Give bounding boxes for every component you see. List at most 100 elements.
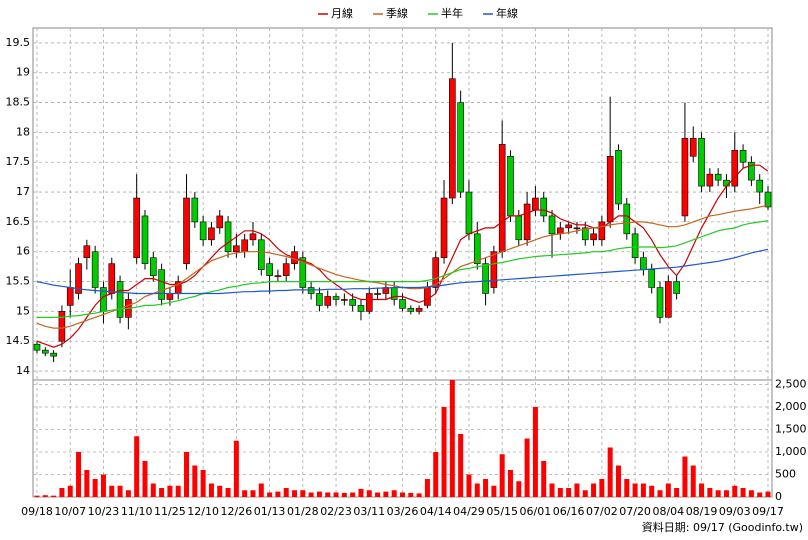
legend-label: 半年 [441,6,463,20]
x-tick-label: 11/25 [154,505,186,518]
candle-body [449,78,456,199]
candle-body [673,281,680,294]
candle-body [748,161,755,181]
volume-bar [233,440,239,497]
volume-bar [607,447,613,497]
x-tick-label: 12/26 [221,505,253,518]
candle-body [365,293,373,312]
candle-body [424,287,431,306]
volume-bar [350,492,356,497]
x-tick-label: 03/26 [387,505,419,518]
volume-bar [765,491,771,497]
volume-bar [76,452,82,497]
y-tick-label: 17 [16,185,30,198]
candle-body [316,293,323,306]
volume-bar [250,490,256,497]
volume-bar [424,479,430,497]
candle-body [482,263,489,294]
candle-body [83,245,91,258]
volume-bar [258,483,264,497]
volume-bar [582,490,588,497]
y-tick-label: 16.5 [6,215,31,228]
x-tick-label: 07/02 [586,505,618,518]
volume-bar [657,490,663,497]
volume-bar [748,490,754,497]
volume-bar [375,492,381,497]
x-tick-label: 06/16 [553,505,585,518]
candle-body [399,299,406,309]
candle-body [349,299,356,306]
candle-body [640,257,647,270]
volume-bar [225,488,231,497]
volume-bar [184,452,190,497]
x-tick-label: 05/15 [486,505,518,518]
y-tick-label: 18.5 [6,96,31,109]
candle-body [274,275,282,277]
volume-bar [109,485,115,497]
candle-body [133,197,140,258]
candle-body [241,239,248,253]
candle-body [532,197,539,211]
volume-bar [416,493,422,497]
volume-bar [715,490,721,497]
candle-body [631,233,639,258]
y2-tick-label: 500 [775,468,796,481]
volume-bar [483,479,489,497]
volume-bar [740,488,746,497]
candle-body [266,263,273,276]
candle-body [249,233,257,241]
volume-bar [732,485,738,497]
volume-bar [599,479,605,497]
volume-bar [217,485,223,497]
volume-bar [67,485,73,497]
volume-bar [707,488,713,497]
candle-body [332,296,340,300]
volume-bar [615,465,621,497]
volume-bar [300,490,306,497]
volume-bar [433,452,439,497]
volume-bar [283,488,289,497]
volume-bar [557,488,563,497]
volume-bar [59,488,65,497]
candle-body [581,227,589,241]
volume-bar [333,492,339,497]
volume-bar [624,479,630,497]
y-tick-label: 16 [16,245,30,258]
volume-bar [541,461,547,497]
candle-body [523,203,531,241]
candle-body [75,263,82,294]
candle-body [473,233,481,264]
legend-label: 月線 [331,6,353,20]
y2-tick-label: 1,000 [775,445,807,458]
legend-label: 季線 [386,6,408,20]
x-tick-label: 12/10 [187,505,219,518]
x-tick-label: 09/17 [752,505,784,518]
volume-bar [175,485,181,497]
x-tick-label: 10/07 [54,505,86,518]
volume-bar [507,470,513,497]
y-tick-label: 17.5 [6,155,31,168]
candle-body [233,245,240,253]
volume-bar [142,461,148,497]
candle-body [208,227,215,241]
candle-body [415,308,423,312]
candle-body [307,287,315,294]
x-tick-label: 10/23 [88,505,120,518]
ma-line [36,164,769,348]
volume-bar [491,485,497,497]
candle-body [540,197,548,217]
footnote: 資料日期: 09/17 (Goodinfo.tw) [642,520,803,534]
candle-body [714,173,722,181]
y2-tick-label: 2,000 [775,400,807,413]
candle-body [465,191,473,235]
candle-body [282,263,290,276]
volume-bar [42,495,48,497]
volume-bar [400,492,405,497]
volume-bar [200,470,206,497]
volume-bar [690,465,696,497]
candle-body [573,227,581,230]
volume-bar [51,495,57,497]
candle-body [490,251,498,288]
x-tick-label: 07/20 [619,505,651,518]
